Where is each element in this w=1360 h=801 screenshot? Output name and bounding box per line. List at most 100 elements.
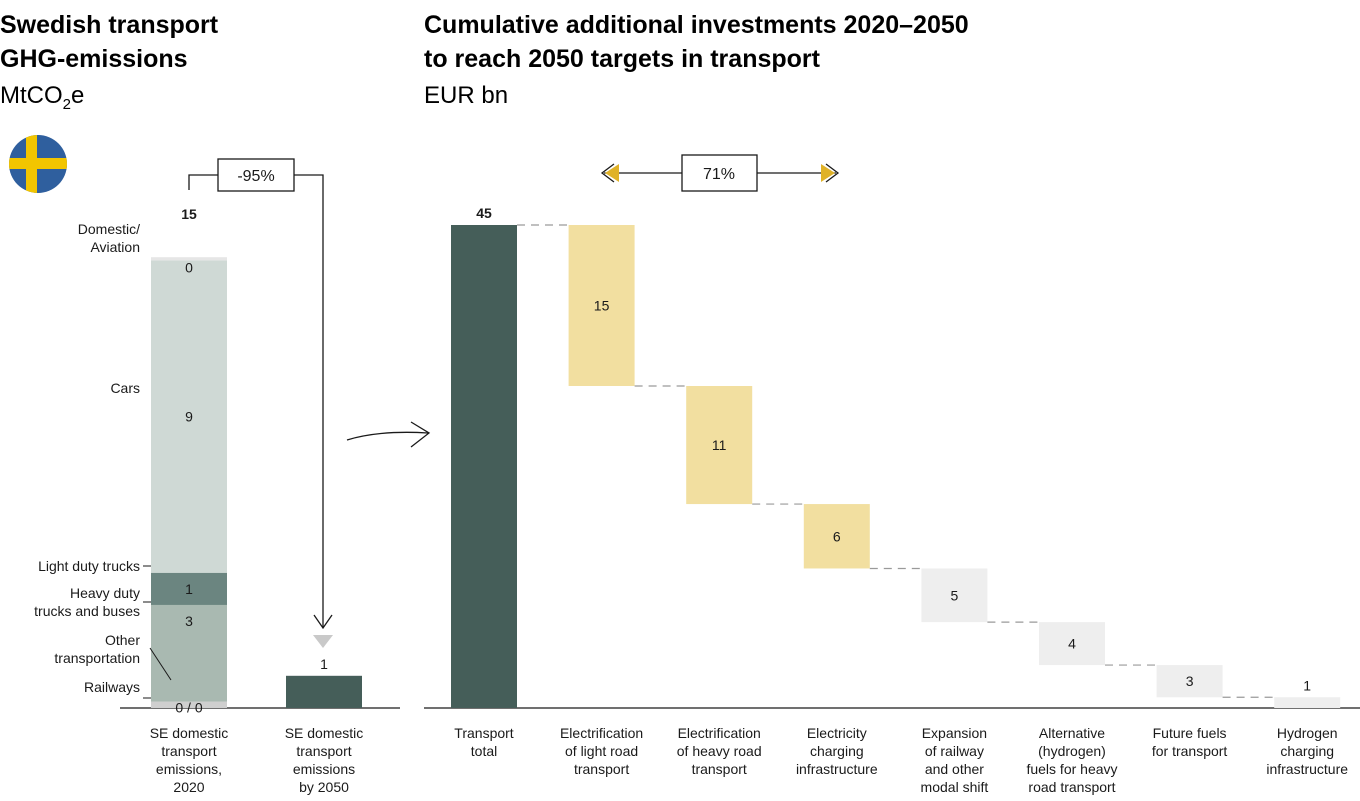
connector-right-line <box>294 174 324 628</box>
waterfall-bar-1 <box>568 225 635 386</box>
category-label-3: infrastructure <box>796 761 878 777</box>
right-yellow-arrow-icon <box>821 164 835 182</box>
value-label-cars: 9 <box>185 409 193 425</box>
category-label-2: of heavy road <box>677 743 762 759</box>
waterfall-bar-0 <box>451 225 517 708</box>
value-label-7: 1 <box>1303 677 1311 693</box>
series-label-railways: Railways <box>84 679 140 695</box>
series-label-other-transportation: Other <box>105 632 140 648</box>
category-label-0: Transport <box>454 725 514 741</box>
waterfall-bar-4 <box>921 568 988 623</box>
value-label-domestic-aviation: 0 <box>185 259 193 275</box>
category-label-5: Alternative <box>1039 725 1105 741</box>
waterfall-bar-5 <box>1039 622 1105 666</box>
change-box <box>217 158 295 192</box>
bar-segment-light-duty-trucks <box>151 572 227 605</box>
connector-arrowhead <box>313 614 333 630</box>
bar-segment-domestic-aviation <box>151 257 227 261</box>
category-label-1: transport <box>574 761 629 777</box>
category-label-2: transport <box>692 761 747 777</box>
leader-line <box>149 647 172 681</box>
bar-segment-heavy-duty-trucks-and-buses <box>151 604 227 702</box>
x-tick-label-1: emissions <box>293 761 355 777</box>
left-unit: MtCO2e <box>0 82 84 113</box>
total-label-2020: 15 <box>181 206 197 222</box>
x-tick-label-0: 2020 <box>173 779 204 795</box>
category-label-4: of railway <box>925 743 984 759</box>
series-label-heavy-duty-trucks-and-buses: Heavy duty <box>70 585 140 601</box>
left-chart: 0 / 0 3 1 9 0 Railways Other transportation Heav… <box>34 206 400 795</box>
category-label-4: Expansion <box>922 725 987 741</box>
value-label-0: 45 <box>476 205 492 221</box>
series-label-other-transportation: transportation <box>54 650 140 666</box>
value-label-4: 5 <box>951 587 959 603</box>
left-unit-tail: e <box>71 82 84 109</box>
series-label-heavy-duty-trucks-and-buses: trucks and buses <box>34 603 140 619</box>
category-label-7: charging <box>1280 743 1334 759</box>
series-label-cars: Cars <box>110 380 140 396</box>
series-label-light-duty-trucks: Light duty trucks <box>38 558 140 574</box>
category-label-2: Electrification <box>678 725 761 741</box>
bar-segment-railways <box>151 701 227 708</box>
share-bracket <box>600 163 840 183</box>
value-label-6: 3 <box>1186 673 1194 689</box>
value-label-1: 15 <box>594 298 610 314</box>
category-label-5: (hydrogen) <box>1038 743 1106 759</box>
waterfall-bar-2 <box>686 386 753 505</box>
left-unit-sub: 2 <box>63 96 71 113</box>
series-label-domestic-aviation: Aviation <box>90 239 140 255</box>
category-label-4: modal shift <box>921 779 989 795</box>
category-label-4: and other <box>925 761 984 777</box>
value-label-heavy-duty-trucks-and-buses: 3 <box>185 613 193 629</box>
value-label-railways: 0 / 0 <box>175 700 202 716</box>
curved-arrow-icon <box>346 421 431 448</box>
category-label-6: for transport <box>1152 743 1228 759</box>
sweden-flag-icon <box>9 135 67 193</box>
share-box <box>681 154 758 192</box>
value-label-3: 6 <box>833 528 841 544</box>
category-label-3: Electricity <box>807 725 867 741</box>
change-label: -95% <box>237 168 274 185</box>
category-label-1: of light road <box>565 743 638 759</box>
right-title-line1: Cumulative additional investments 2020–2… <box>424 11 969 39</box>
category-label-0: total <box>471 743 497 759</box>
category-label-5: road transport <box>1028 779 1115 795</box>
value-label-light-duty-trucks: 1 <box>185 581 193 597</box>
total-label-2050: 1 <box>320 656 328 672</box>
category-label-7: infrastructure <box>1266 761 1348 777</box>
connector-left-line <box>188 174 218 190</box>
x-tick-label-0: transport <box>161 743 216 759</box>
share-label: 71% <box>703 166 735 183</box>
x-tick-label-1: by 2050 <box>299 779 349 795</box>
category-label-1: Electrification <box>560 725 643 741</box>
x-tick-label-1: SE domestic <box>285 725 364 741</box>
waterfall-bar-3 <box>803 504 870 569</box>
value-label-2: 11 <box>712 437 727 453</box>
left-title-line2: GHG-emissions <box>0 45 188 73</box>
waterfall-bar-6 <box>1156 665 1223 698</box>
x-tick-label-0: emissions, <box>156 761 222 777</box>
right-arrowhead <box>825 163 840 183</box>
right-unit: EUR bn <box>424 82 508 109</box>
category-label-7: Hydrogen <box>1277 725 1338 741</box>
bar-2050-total <box>286 675 362 708</box>
category-label-3: charging <box>810 743 864 759</box>
left-arrowhead <box>600 163 615 183</box>
bar-segment-cars <box>151 260 227 573</box>
down-triangle-icon <box>313 635 333 648</box>
x-tick-label-0: SE domestic <box>150 725 229 741</box>
value-label-5: 4 <box>1068 636 1076 652</box>
left-unit-base: MtCO <box>0 82 63 109</box>
left-yellow-arrow-icon <box>605 164 619 182</box>
category-label-5: fuels for heavy <box>1026 761 1117 777</box>
change-connector <box>188 174 333 630</box>
series-label-domestic-aviation: Domestic/ <box>78 221 140 237</box>
right-title-line2: to reach 2050 targets in transport <box>424 45 821 73</box>
left-title-line1: Swedish transport <box>0 11 219 39</box>
x-tick-label-1: transport <box>296 743 351 759</box>
category-label-6: Future fuels <box>1153 725 1227 741</box>
waterfall-bar-7 <box>1274 697 1341 708</box>
